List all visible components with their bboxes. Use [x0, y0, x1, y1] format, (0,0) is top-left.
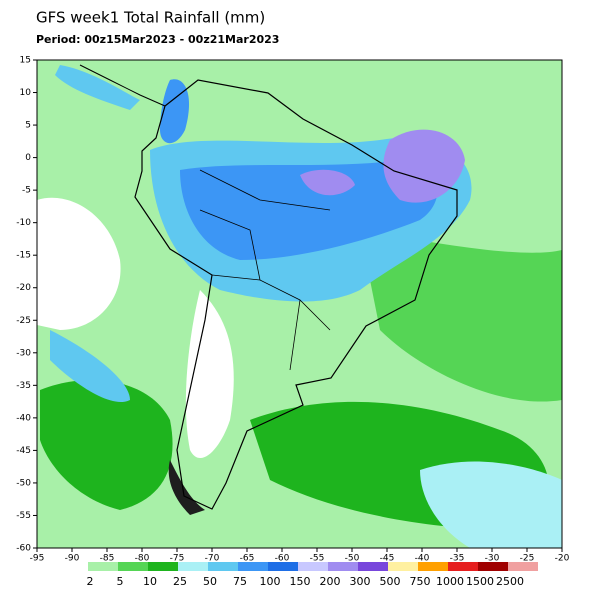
y-tick-label: -20 — [16, 283, 31, 293]
wet-area — [55, 65, 140, 110]
colorbar-box — [448, 562, 478, 571]
y-tick-label: -5 — [22, 186, 31, 196]
wet-area — [50, 330, 130, 402]
colorbar-box — [358, 562, 388, 571]
colorbar-box — [298, 562, 328, 571]
colorbar-label: 10 — [143, 575, 157, 588]
wet-area — [383, 129, 465, 203]
y-tick-label: 5 — [25, 121, 31, 131]
x-tick-label: -85 — [100, 554, 115, 564]
colorbar-box — [328, 562, 358, 571]
wet-area — [360, 230, 562, 402]
colorbar-box — [148, 562, 178, 571]
wet-area — [40, 380, 173, 510]
colorbar-label: 5 — [117, 575, 124, 588]
x-tick-label: -40 — [415, 554, 430, 564]
colorbar-label: 2500 — [496, 575, 524, 588]
y-tick-label: 0 — [25, 153, 31, 163]
colorbar-box — [88, 562, 118, 571]
x-tick-label: -95 — [30, 554, 45, 564]
colorbar-box — [508, 562, 538, 571]
y-tick-label: -35 — [16, 381, 31, 391]
wet-area — [300, 169, 355, 196]
y-tick-label: -45 — [16, 446, 31, 456]
colorbar-label: 300 — [350, 575, 371, 588]
rainfall-field — [36, 59, 563, 549]
y-tick-label: 10 — [20, 88, 32, 98]
plot-frame — [36, 59, 563, 549]
dry-area — [37, 197, 121, 330]
y-tick-label: -40 — [16, 413, 31, 423]
y-tick-label: -15 — [16, 251, 31, 261]
x-tick-label: -65 — [240, 554, 255, 564]
colorbar-label: 75 — [233, 575, 247, 588]
wet-area — [180, 160, 438, 260]
colorbar-label: 1500 — [466, 575, 494, 588]
colorbar-box — [478, 562, 508, 571]
x-tick-label: -50 — [345, 554, 360, 564]
y-tick-label: -10 — [16, 218, 31, 228]
colorbar-label: 50 — [203, 575, 217, 588]
colorbar-label: 150 — [290, 575, 311, 588]
colorbar-label: 500 — [380, 575, 401, 588]
colorbar-box — [208, 562, 238, 571]
colorbar-label: 1000 — [436, 575, 464, 588]
colorbar-label: 2 — [87, 575, 94, 588]
map-title: GFS week1 Total Rainfall (mm) — [36, 9, 265, 27]
colorbar-label: 200 — [320, 575, 341, 588]
coastline — [134, 79, 458, 510]
colorbar-label: 750 — [410, 575, 431, 588]
map-subtitle: Period: 00z15Mar2023 - 00z21Mar2023 — [36, 33, 279, 46]
y-tick-label: -60 — [16, 544, 31, 554]
x-tick-label: -75 — [170, 554, 185, 564]
colorbar-label: 100 — [260, 575, 281, 588]
x-tick-label: -60 — [275, 554, 290, 564]
y-tick-label: -50 — [16, 478, 31, 488]
colorbar-box — [418, 562, 448, 571]
x-tick-label: -55 — [310, 554, 325, 564]
colorbar-box — [238, 562, 268, 571]
wet-area — [160, 79, 190, 144]
y-tick-label: -55 — [16, 511, 31, 521]
wet-area — [420, 461, 562, 548]
heavy-rain — [168, 460, 205, 515]
borders — [199, 169, 331, 371]
colorbar-box — [118, 562, 148, 571]
y-tick-label: -25 — [16, 316, 31, 326]
x-tick-label: -35 — [450, 554, 465, 564]
colorbar-box — [268, 562, 298, 571]
colorbar-box — [178, 562, 208, 571]
colorbar-box — [388, 562, 418, 571]
x-tick-label: -20 — [555, 554, 570, 564]
x-tick-label: -80 — [135, 554, 150, 564]
x-tick-label: -30 — [485, 554, 500, 564]
colorbar-label: 25 — [173, 575, 187, 588]
y-tick-label: 15 — [20, 56, 31, 66]
dry-area — [185, 290, 234, 459]
y-tick-label: -30 — [16, 348, 31, 358]
x-tick-label: -90 — [65, 554, 80, 564]
x-tick-label: -45 — [380, 554, 395, 564]
x-tick-label: -25 — [520, 554, 535, 564]
coastline — [79, 64, 166, 107]
x-tick-label: -70 — [205, 554, 220, 564]
